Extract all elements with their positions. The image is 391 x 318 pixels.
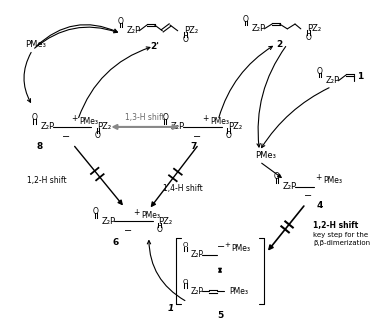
Text: +: +	[224, 242, 230, 248]
FancyArrowPatch shape	[269, 206, 304, 249]
Text: PMe₃: PMe₃	[323, 176, 342, 185]
Text: PMe₃: PMe₃	[230, 287, 249, 296]
Text: 2: 2	[276, 40, 283, 49]
Text: 4: 4	[317, 201, 323, 210]
Text: +: +	[72, 114, 78, 123]
Text: Z₂P: Z₂P	[102, 217, 116, 226]
FancyArrowPatch shape	[113, 125, 176, 129]
Text: 1,4-H shift: 1,4-H shift	[163, 184, 203, 193]
Text: Z₂P: Z₂P	[283, 182, 297, 191]
Text: O: O	[32, 113, 38, 122]
Text: 7: 7	[191, 142, 197, 151]
Text: PZ₂: PZ₂	[308, 24, 322, 33]
Text: +: +	[133, 208, 140, 217]
FancyArrowPatch shape	[147, 241, 185, 301]
FancyArrowPatch shape	[262, 163, 281, 177]
FancyArrowPatch shape	[79, 47, 150, 118]
Text: 1: 1	[357, 73, 364, 81]
Text: 1,3-H shift: 1,3-H shift	[125, 113, 165, 122]
Text: Z₂P: Z₂P	[171, 122, 185, 131]
Text: −: −	[62, 132, 70, 142]
Text: O: O	[156, 225, 162, 234]
Text: +: +	[315, 173, 321, 183]
Text: PZ₂: PZ₂	[158, 217, 172, 226]
Text: O: O	[274, 172, 280, 182]
Text: key step for the: key step for the	[313, 232, 368, 238]
Text: O: O	[95, 131, 101, 140]
Text: 5: 5	[217, 311, 223, 318]
Text: O: O	[226, 131, 231, 140]
Text: 1,2-H shift: 1,2-H shift	[313, 220, 359, 230]
Text: PMe₃: PMe₃	[25, 40, 46, 49]
FancyArrowPatch shape	[262, 88, 329, 148]
Text: Z₂P: Z₂P	[127, 26, 141, 35]
Text: PMe₃: PMe₃	[210, 117, 230, 126]
Text: O: O	[317, 67, 323, 76]
FancyArrowPatch shape	[35, 27, 117, 48]
FancyArrowPatch shape	[219, 46, 273, 118]
FancyArrowPatch shape	[219, 268, 221, 272]
Text: 1: 1	[168, 304, 174, 313]
Text: PMe₃: PMe₃	[80, 117, 99, 126]
Text: −: −	[124, 226, 132, 236]
Text: PMe₃: PMe₃	[141, 211, 160, 220]
Text: +: +	[203, 114, 209, 123]
FancyArrowPatch shape	[24, 52, 31, 102]
Text: PMe₃: PMe₃	[231, 244, 251, 252]
Text: 8: 8	[36, 142, 42, 151]
Text: β,β-dimerization: β,β-dimerization	[313, 240, 370, 246]
Text: O: O	[243, 15, 249, 24]
Text: Z₂P: Z₂P	[40, 122, 54, 131]
Text: Z₂P: Z₂P	[190, 287, 203, 296]
FancyArrowPatch shape	[75, 146, 122, 204]
Text: PMe₃: PMe₃	[256, 151, 276, 160]
Text: Z₂P: Z₂P	[190, 250, 203, 259]
Text: PZ₂: PZ₂	[185, 26, 199, 35]
Text: Z₂P: Z₂P	[326, 76, 340, 85]
Text: PZ₂: PZ₂	[97, 122, 111, 131]
Text: Z₂P: Z₂P	[252, 24, 266, 33]
FancyArrowPatch shape	[151, 147, 197, 206]
Text: −: −	[305, 191, 312, 201]
Text: 1,2-H shift: 1,2-H shift	[27, 176, 66, 185]
Text: O: O	[93, 207, 99, 216]
Text: O: O	[183, 35, 188, 44]
Text: −: −	[217, 242, 225, 252]
Text: 2': 2'	[150, 42, 159, 51]
Text: −: −	[193, 132, 201, 142]
Text: O: O	[162, 113, 168, 122]
Text: O: O	[305, 33, 311, 42]
Text: O: O	[118, 17, 124, 26]
Text: PZ₂: PZ₂	[228, 122, 242, 131]
Text: O: O	[183, 242, 188, 248]
Text: 6: 6	[112, 238, 118, 247]
FancyArrowPatch shape	[36, 25, 117, 46]
FancyArrowPatch shape	[257, 46, 286, 147]
Text: O: O	[183, 279, 188, 285]
